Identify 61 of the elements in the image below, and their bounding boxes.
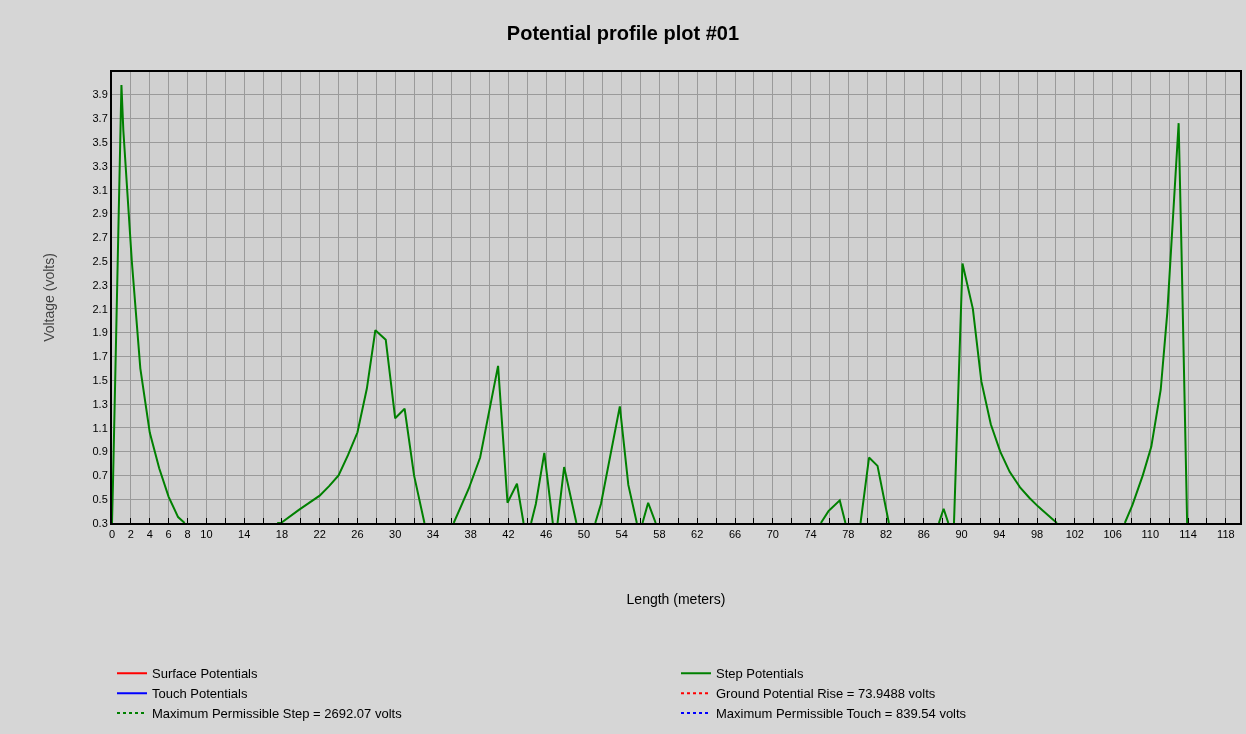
y-tick-label: 2.3: [92, 278, 108, 291]
legend-label: Maximum Permissible Step = 2692.07 volts: [152, 706, 403, 722]
x-tick-label: 6: [165, 528, 172, 541]
y-tick-label: 2.9: [92, 207, 108, 220]
x-tick-label: 42: [502, 528, 515, 541]
x-tick-label: 106: [1103, 528, 1122, 541]
x-tick-label: 70: [766, 528, 779, 541]
legend-label: Touch Potentials: [152, 686, 248, 702]
legend-label: Step Potentials: [716, 666, 804, 682]
x-tick-label: 14: [238, 528, 251, 541]
x-tick-label: 90: [955, 528, 968, 541]
x-tick-label: 18: [275, 528, 289, 541]
legend-label: Maximum Permissible Touch = 839.54 volts: [716, 706, 967, 722]
x-tick-label: 50: [577, 528, 591, 541]
y-tick-label: 3.5: [92, 136, 108, 149]
x-tick-label: 66: [728, 528, 742, 541]
y-tick-label: 1.3: [92, 397, 108, 410]
x-tick-label: 94: [993, 528, 1006, 541]
x-tick-label: 78: [842, 528, 855, 541]
x-tick-label: 86: [917, 528, 930, 541]
x-tick-label: 38: [464, 528, 477, 541]
x-tick-label: 2: [127, 528, 134, 541]
x-tick-label: 34: [426, 528, 440, 541]
y-tick-label: 2.1: [92, 302, 108, 315]
x-tick-label: 82: [879, 528, 893, 541]
x-tick-label: 8: [184, 528, 191, 541]
x-tick-label: 0: [108, 528, 116, 541]
x-tick-label: 98: [1030, 528, 1044, 541]
y-tick-label: 3.1: [92, 183, 108, 196]
x-tick-label: 4: [146, 528, 153, 541]
x-tick-label: 30: [389, 528, 402, 541]
y-tick-label: 0.3: [92, 516, 108, 529]
y-tick-label: 3.7: [92, 112, 108, 125]
x-tick-label: 62: [691, 528, 704, 541]
x-tick-label: 74: [804, 528, 817, 541]
y-tick-label: 0.7: [92, 469, 108, 482]
y-tick-label: 2.7: [92, 231, 108, 244]
x-tick-label: 118: [1217, 528, 1235, 541]
x-tick-label: 58: [653, 528, 666, 541]
y-tick-label: 1.7: [92, 350, 108, 363]
x-tick-label: 54: [615, 528, 628, 541]
x-tick-label: 110: [1141, 528, 1160, 541]
y-axis-title: Voltage (volts): [40, 253, 57, 342]
y-tick-label: 2.5: [92, 255, 108, 268]
y-tick-label: 1.1: [92, 421, 108, 434]
y-tick-label: 1.5: [92, 374, 108, 387]
y-tick-label: 1.9: [92, 326, 108, 339]
x-tick-label: 10: [200, 528, 213, 541]
legend-label: Ground Potential Rise = 73.9488 volts: [716, 686, 936, 702]
x-tick-label: 22: [313, 528, 326, 541]
x-tick-label: 114: [1179, 528, 1197, 541]
chart-title: Potential profile plot #01: [506, 22, 740, 45]
x-tick-label: 46: [540, 528, 553, 541]
y-tick-label: 0.5: [92, 493, 108, 506]
x-tick-label: 102: [1065, 528, 1084, 541]
legend-label: Surface Potentials: [152, 666, 258, 682]
y-tick-label: 3.9: [92, 88, 108, 101]
x-axis-title: Length (meters): [626, 591, 726, 607]
x-tick-label: 26: [351, 528, 364, 541]
y-tick-label: 3.3: [92, 159, 108, 172]
y-tick-label: 0.9: [92, 445, 108, 458]
